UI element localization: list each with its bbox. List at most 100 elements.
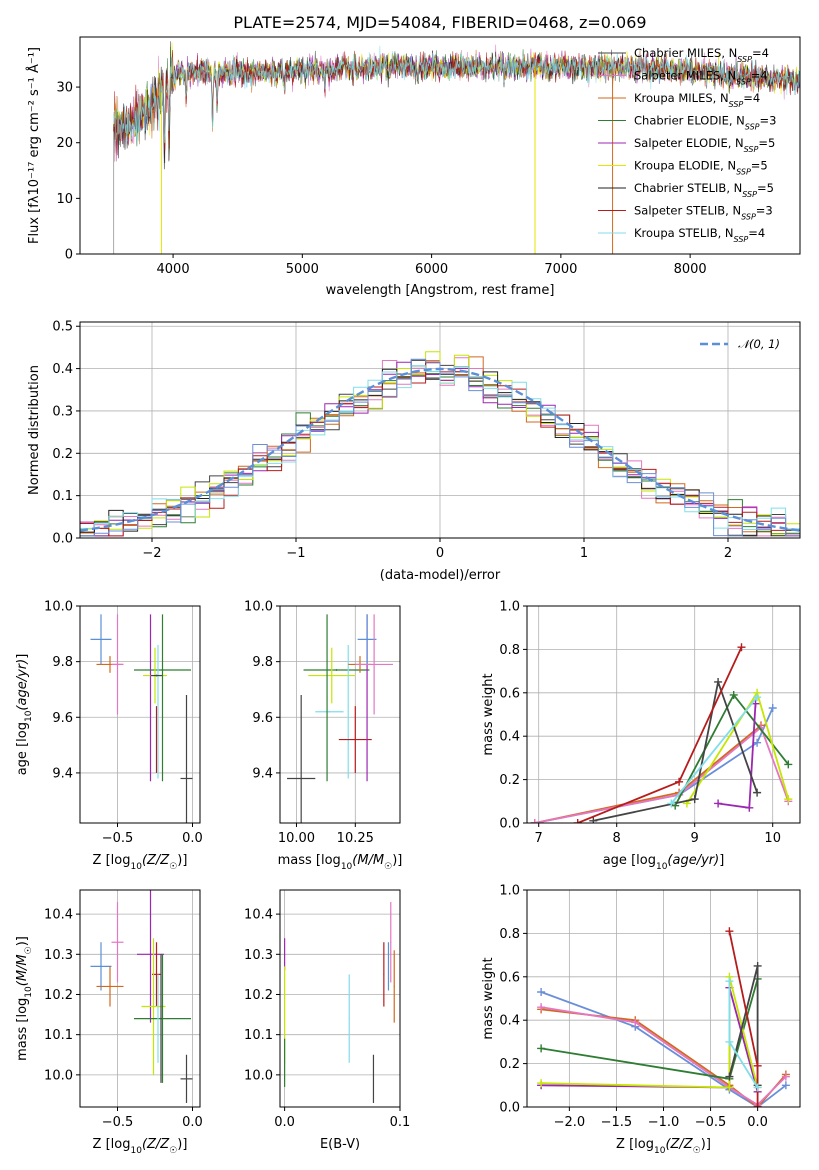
x-tick-label: −0.5	[102, 1115, 134, 1130]
weight-point-marker	[753, 788, 762, 797]
legend-name: Kroupa STELIB, N	[634, 226, 734, 240]
weight-series	[725, 961, 762, 1090]
x-axis-label-part: /Z	[155, 853, 170, 868]
weight-point-marker	[631, 1018, 640, 1027]
y-axis-label-group: mass [log10(M/M☉)]	[15, 936, 34, 1061]
weight-series	[725, 927, 762, 1107]
y-axis-label-part: 10	[24, 986, 34, 998]
y-tick-label: 0.2	[499, 1057, 520, 1072]
x-tick-label: 10.25	[337, 831, 374, 846]
x-axis-label-part: (	[142, 853, 148, 868]
x-axis-label-part: E(B-V)	[320, 1137, 360, 1152]
weight-point-marker	[725, 1083, 734, 1092]
x-tick-label: −1.5	[601, 1115, 633, 1130]
legend-entry: Kroupa ELODIE, NSSP=5	[634, 159, 768, 177]
x-axis-label-part: 10	[656, 862, 668, 872]
x-axis-label-part: 10	[654, 1146, 666, 1156]
x-axis-label: mass [log10(M/M☉)]	[278, 853, 403, 872]
x-axis-label-part: (Z/Z	[665, 1137, 693, 1152]
weight-point-marker	[737, 643, 746, 652]
histogram-series	[80, 365, 800, 530]
errorbar-point	[357, 614, 377, 665]
errorbar-point	[387, 942, 390, 991]
y-axis-label-part: 10	[24, 710, 34, 722]
y-tick-label: 30	[56, 81, 73, 96]
weight-point-marker	[530, 819, 539, 823]
errorbar-point	[355, 614, 393, 715]
legend-count: =3	[756, 204, 773, 218]
x-tick-label: 1	[580, 546, 588, 561]
legend-count: =5	[757, 181, 774, 195]
x-tick-label: 10.00	[278, 831, 315, 846]
axes-frame	[79, 36, 801, 255]
x-tick-label: 0	[436, 546, 444, 561]
legend-count: =4	[752, 46, 769, 60]
x-axis-label-part: (age/yr)	[667, 853, 719, 868]
legend-count: =5	[751, 159, 768, 173]
x-tick-label: 2	[724, 546, 732, 561]
errorbar-point	[348, 974, 350, 1063]
legend-entry: Salpeter MILES, NSSP=4	[634, 69, 768, 87]
y-tick-label: 1.0	[499, 884, 520, 899]
x-tick-label: 0.0	[747, 1115, 768, 1130]
errorbar-point	[160, 954, 162, 1083]
weight-point-marker	[753, 738, 762, 747]
y-tick-label: 0.4	[499, 1014, 520, 1029]
x-tick-label: −0.5	[102, 831, 134, 846]
x-axis-label-part: (M/M	[352, 853, 384, 868]
y-tick-label: 0.8	[499, 643, 520, 658]
y-axis-label: mass weight	[481, 957, 496, 1039]
y-tick-label: 10.0	[44, 1068, 73, 1083]
legend-sub: SSP	[745, 122, 760, 131]
plot-area-age-vs-mass	[287, 614, 393, 823]
x-tick-label: 7	[535, 831, 543, 846]
errorbar-point	[90, 614, 112, 665]
legend-sub: SSP	[741, 212, 756, 221]
errorbar-point	[157, 974, 159, 1063]
axes-frame	[526, 605, 801, 824]
axes-mass-vs-Z: −0.5 0.010.010.110.210.310.4Z [log10(Z/Z☉…	[15, 889, 203, 1156]
x-axis-label-part: )]	[177, 853, 187, 868]
weight-point-marker	[667, 799, 676, 808]
x-tick-label: −1.0	[648, 1115, 680, 1130]
y-tick-label: 0.2	[52, 447, 73, 462]
weight-point-marker	[753, 1061, 762, 1070]
legend-sub: SSP	[729, 100, 744, 109]
errorbar-point	[161, 614, 164, 782]
x-axis-label: age [log10(age/yr)]	[603, 853, 725, 872]
legend-sub: SSP	[736, 77, 751, 86]
weight-point-marker	[725, 927, 734, 936]
y-tick-label: 0.1	[52, 489, 73, 504]
legend-entry: Salpeter ELODIE, NSSP=5	[634, 136, 775, 154]
legend-entry: 𝒩(0, 1)	[738, 337, 780, 351]
weight-point-marker	[725, 1037, 734, 1046]
errorbar-point	[308, 647, 356, 704]
x-tick-label: 4000	[157, 262, 190, 277]
legend-entry: Kroupa MILES, NSSP=4	[634, 91, 760, 109]
chart-title: PLATE=2574, MJD=54084, FIBERID=0468, z=0…	[233, 13, 646, 32]
weight-series	[725, 977, 762, 1092]
y-tick-label: 0.6	[499, 970, 520, 985]
axes-weight-vs-Z: −2.0 −1.5 −1.0 −0.5 0.0 0.0 0.2 0.4 0.6 0.8 1.0 Z […	[481, 884, 801, 1156]
x-axis-label: Z [log10(Z/Z☉)]	[93, 853, 188, 872]
y-tick-label: 10.0	[244, 1068, 273, 1083]
x-axis-label-part: (Z/Z	[142, 1137, 170, 1152]
y-axis-label: mass [log10(M/M☉)]	[15, 936, 34, 1061]
legend-entry: Salpeter STELIB, NSSP=3	[634, 204, 773, 222]
legend-entry: Chabrier MILES, NSSP=4	[634, 46, 769, 64]
x-axis-label-part: 10	[130, 862, 142, 872]
x-tick-label: 9	[691, 831, 699, 846]
y-tick-label: 1.0	[499, 600, 520, 615]
errorbar-point	[383, 942, 385, 1007]
x-axis-label-part: )]	[177, 1137, 187, 1152]
x-tick-label: 8	[613, 831, 621, 846]
y-tick-label: 0.8	[499, 927, 520, 942]
x-tick-label: 10	[764, 831, 781, 846]
legend-entry: Chabrier ELODIE, NSSP=3	[634, 114, 776, 132]
y-tick-label: 0.0	[499, 817, 520, 832]
spectrum-series-line	[113, 45, 800, 145]
plot-area-mass-vs-Z	[90, 890, 193, 1103]
legend-name: Salpeter ELODIE, N	[634, 136, 744, 150]
y-tick-label: 0.5	[52, 320, 73, 335]
x-axis-label: wavelength [Angstrom, rest frame]	[326, 283, 555, 298]
